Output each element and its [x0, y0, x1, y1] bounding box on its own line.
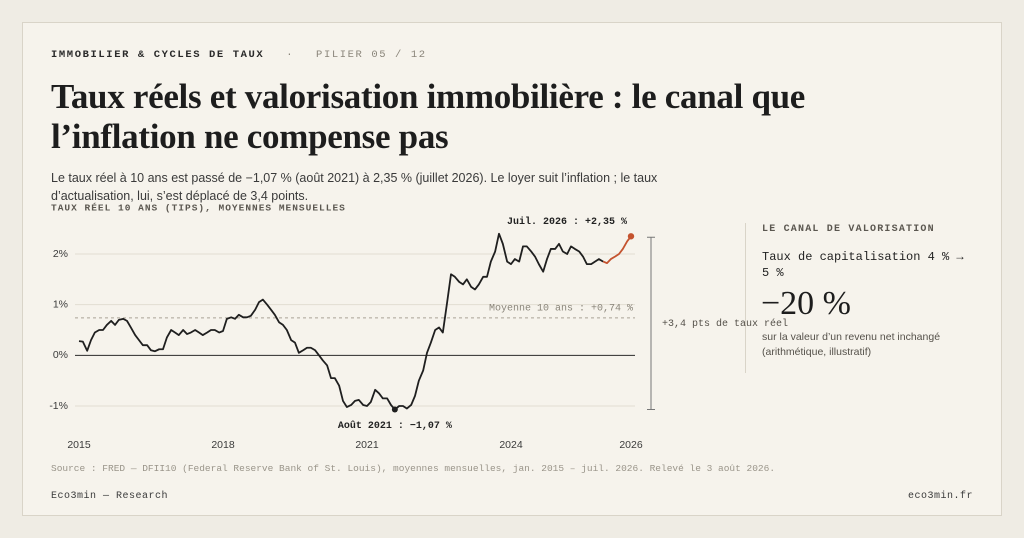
- y-tick-label: 1%: [53, 298, 68, 310]
- source: Source : FRED — DFII10 (Federal Reserve …: [51, 463, 776, 474]
- footer-left: Eco3min — Research: [51, 491, 169, 502]
- x-tick-label: 2021: [355, 439, 379, 451]
- title: Taux réels et valorisation immobilière :…: [51, 77, 806, 156]
- span-label: +3,4 pts de taux réel: [662, 318, 788, 330]
- min-label: Août 2021 : −1,07 %: [338, 420, 452, 432]
- side-title: LE CANAL DE VALORISATION: [762, 224, 935, 235]
- y-tick-label: -1%: [49, 400, 68, 412]
- data-line: [78, 232, 604, 411]
- side-rule: [745, 223, 746, 373]
- y-tick-label: 0%: [53, 349, 68, 361]
- data-line: [602, 235, 632, 265]
- kicker: IMMOBILIER & CYCLES DE TAUX · PILIER 05 …: [51, 49, 441, 61]
- x-tick-label: 2024: [499, 439, 523, 451]
- max-label: Juil. 2026 : +2,35 %: [507, 216, 627, 228]
- chart-subtitle: TAUX RÉEL 10 ANS (TIPS), MOYENNES MENSUE…: [51, 203, 346, 214]
- side-line: Taux de capitalisation 4 % → 5 %: [762, 250, 964, 280]
- x-tick-label: 2026: [619, 439, 643, 451]
- max-point: [627, 233, 635, 240]
- span-bracket: [647, 236, 655, 411]
- footer-right: eco3min.fr: [907, 491, 973, 502]
- kicker-pillar: PILIER 05 / 12: [316, 49, 427, 61]
- kicker-topic: IMMOBILIER & CYCLES DE TAUX: [51, 49, 265, 61]
- card: IMMOBILIER & CYCLES DE TAUX · PILIER 05 …: [22, 22, 1002, 516]
- y-tick-label: 2%: [53, 248, 68, 260]
- x-tick-label: 2015: [67, 439, 91, 451]
- side-note: sur la valeur d’un revenu net inchangé (…: [762, 331, 941, 358]
- average-label: Moyenne 10 ans : +0,74 %: [489, 303, 633, 314]
- kicker-separator: ·: [286, 49, 295, 61]
- side-figure: −20 %: [761, 285, 851, 322]
- min-point: [391, 406, 398, 413]
- x-tick-label: 2018: [211, 439, 235, 451]
- subtitle: Le taux réel à 10 ans est passé de −1,07…: [51, 171, 658, 203]
